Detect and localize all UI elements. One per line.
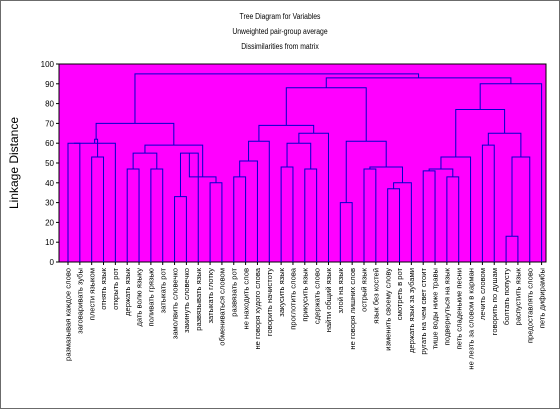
leaf-label: закинуть словечко [182, 268, 191, 333]
leaf-label: распустить язык [514, 267, 523, 325]
leaf-label: обмениваться словом [218, 268, 227, 346]
y-tick-label: 30 [45, 199, 54, 208]
leaf-label: сдержать слово [312, 268, 321, 324]
leaf-label: говорить по душам [490, 268, 499, 335]
leaf-label: развязать рот [229, 267, 238, 316]
leaf-label: ругать на чем свет стоит [419, 267, 428, 354]
y-tick-label: 70 [45, 119, 54, 128]
y-tick-label: 50 [45, 159, 54, 168]
y-tick-label: 80 [45, 100, 54, 109]
leaf-label: злой на язык [336, 267, 345, 313]
dendrogram-link [73, 142, 116, 262]
leaf-label: поливать грязью [147, 268, 156, 327]
leaf-label: проглотить слова [289, 267, 298, 329]
leaf-label: заговаривать зубы [76, 268, 85, 334]
chart-subtitle-method: Unweighted pair-group average [232, 27, 328, 36]
y-tick-label: 100 [41, 60, 55, 69]
chart-titles: Tree Diagram for Variables Unweighted pa… [0, 9, 560, 54]
leaf-label: петь дифирамбы [537, 268, 546, 328]
leaf-label: смотреть в рот [395, 267, 404, 320]
leaf-label: не лезть за словом в карман [466, 268, 475, 370]
leaf-label: петь сладенькие песни [454, 268, 463, 349]
y-tick-label: 20 [45, 218, 54, 227]
leaf-label: острый язык [360, 267, 369, 312]
leaf-label: подвернуться на язык [443, 267, 452, 345]
leaf-label: лечить словом [478, 268, 487, 320]
dendrogram-link [134, 73, 420, 124]
chart-title: Tree Diagram for Variables [239, 12, 321, 21]
leaf-label: затыкать глотку [206, 268, 215, 324]
leaf-label: плести языком [87, 268, 96, 320]
leaf-label: предоставлять слово [525, 268, 534, 343]
leaf-label: дать волю языку [135, 268, 144, 327]
y-tick-label: 40 [45, 179, 54, 188]
leaf-label: не находить слов [241, 268, 250, 330]
y-tick-label: 90 [45, 80, 54, 89]
leaf-label: язык без костей [372, 268, 381, 324]
leaf-label: закусить язык [277, 267, 286, 316]
leaf-label: изменить своему слову [383, 268, 392, 351]
leaf-label: не говоря худого слова [253, 267, 262, 349]
leaf-label: замолвить словечко [170, 268, 179, 339]
leaf-label: говорить начистоту [265, 268, 274, 336]
leaf-label: болтать попусту [502, 268, 511, 325]
leaf-label: держать язык за зубами [407, 268, 416, 353]
y-tick-label: 60 [45, 139, 54, 148]
leaf-label: не говоря лишних слов [348, 268, 357, 350]
plot-area [58, 63, 547, 263]
leaf-label: открыть рот [111, 267, 120, 309]
leaf-label: держать язык [123, 267, 132, 316]
leaf-label: развязывать язык [194, 267, 203, 330]
leaf-label: отнять язык [99, 267, 108, 309]
chart-subtitle-source: Dissimilarities from matrix [241, 42, 319, 51]
leaf-label: размазывая каждое слово [64, 268, 73, 361]
y-tick-label: 10 [45, 238, 54, 247]
leaf-label: прикусить язык [301, 267, 310, 321]
y-tick-label: 0 [50, 258, 55, 267]
leaf-label: найти общий язык [324, 267, 333, 332]
leaf-label: затыкать рот [158, 267, 167, 313]
leaf-label: тише воды ниже травы [431, 268, 440, 349]
y-axis-label: Linkage Distance [7, 117, 21, 209]
